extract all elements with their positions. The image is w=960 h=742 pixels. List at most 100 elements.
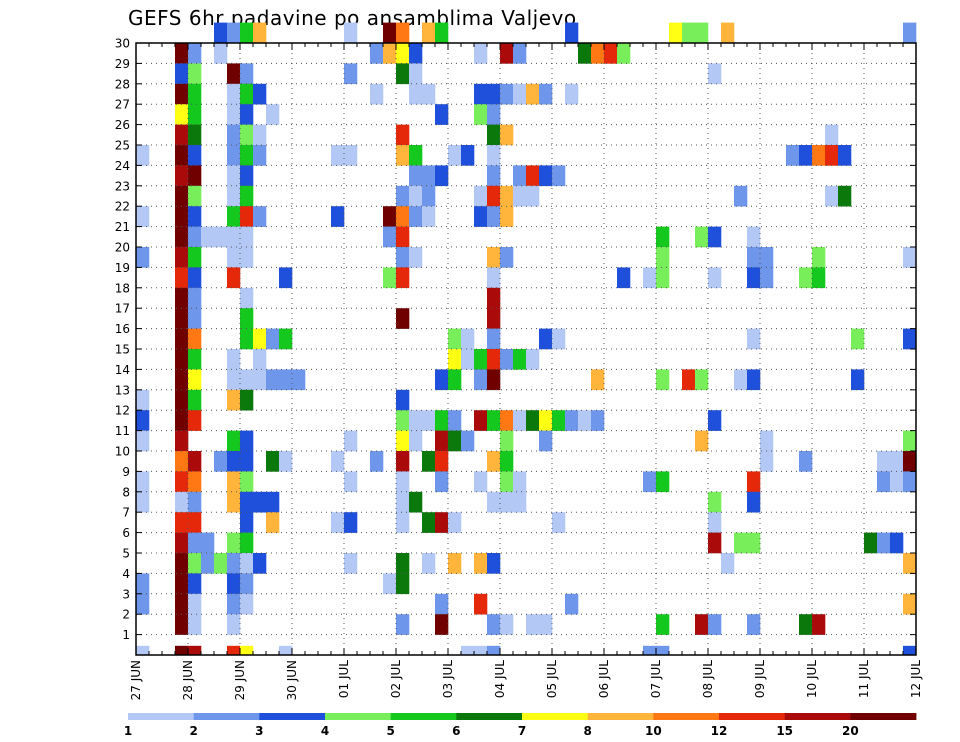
- heatmap-cell: [656, 645, 670, 656]
- heatmap-cell: [708, 491, 722, 513]
- heatmap-cell: [487, 83, 501, 105]
- heatmap-cell: [812, 247, 826, 268]
- heatmap-cell: [136, 573, 150, 595]
- heatmap-cell: [825, 145, 839, 166]
- heatmap-cell: [422, 512, 436, 533]
- heatmap-cell: [136, 410, 150, 431]
- heatmap-cell: [487, 308, 501, 329]
- y-tick-label: 21: [115, 220, 130, 234]
- heatmap-cell: [500, 471, 514, 493]
- heatmap-cell: [487, 349, 501, 370]
- heatmap-cell: [175, 206, 189, 227]
- x-tick-label: 08 JUL: [701, 660, 715, 698]
- heatmap-cell: [838, 145, 852, 166]
- heatmap-cell: [760, 451, 774, 472]
- heatmap-cell: [175, 185, 189, 207]
- heatmap-cell: [188, 287, 202, 309]
- y-tick-label: 2: [122, 608, 130, 622]
- heatmap-cell: [721, 553, 735, 574]
- heatmap-cell: [175, 63, 189, 85]
- heatmap-cell: [227, 206, 241, 227]
- heatmap-cell: [747, 328, 761, 350]
- heatmap-cell: [227, 491, 241, 513]
- y-tick-label: 18: [115, 281, 130, 295]
- heatmap-cell: [474, 410, 488, 431]
- heatmap-cell: [487, 491, 501, 513]
- heatmap-cell: [396, 226, 410, 248]
- heatmap-cell: [188, 553, 202, 574]
- heatmap-cell: [253, 349, 267, 370]
- heatmap-cell: [188, 349, 202, 370]
- heatmap-cell: [487, 328, 501, 350]
- heatmap-cell: [240, 247, 254, 268]
- y-tick-label: 3: [122, 587, 130, 601]
- heatmap-cell: [500, 491, 514, 513]
- heatmap-cell: [136, 593, 150, 615]
- heatmap-cell: [396, 308, 410, 329]
- legend-label: 15: [776, 724, 793, 738]
- y-tick-label: 7: [122, 506, 130, 520]
- x-axis-labels: 27 JUN 28 JUN 29 JUN 30 JUN 01 JUL 02 JUL 03 J…: [129, 660, 923, 701]
- heatmap-cell: [240, 593, 254, 615]
- heatmap-cell: [396, 206, 410, 227]
- heatmap-cell: [240, 471, 254, 493]
- y-tick-label: 9: [122, 465, 130, 479]
- heatmap-cell: [435, 512, 449, 533]
- heatmap-cell: [253, 206, 267, 227]
- heatmap-cell: [175, 471, 189, 493]
- heatmap-cell: [266, 369, 280, 391]
- heatmap-cell: [344, 512, 358, 533]
- y-tick-label: 19: [115, 261, 130, 275]
- heatmap-cell: [175, 328, 189, 350]
- legend-label: 4: [321, 724, 329, 738]
- heatmap-cell: [643, 471, 657, 493]
- heatmap-cell: [331, 512, 345, 533]
- heatmap-cell: [214, 451, 228, 472]
- heatmap-cell: [188, 83, 202, 105]
- heatmap-cell: [279, 328, 293, 350]
- legend-swatch: [850, 713, 917, 720]
- heatmap-cell: [734, 369, 748, 391]
- heatmap-cell: [214, 553, 228, 574]
- heatmap-cell: [877, 471, 891, 493]
- heatmap-cell: [422, 83, 436, 105]
- heatmap-cell: [188, 267, 202, 289]
- heatmap-cell: [656, 471, 670, 493]
- heatmap-cell: [136, 247, 150, 268]
- heatmap-cell: [708, 532, 722, 554]
- heatmap-cell: [188, 185, 202, 207]
- heatmap-cell: [500, 451, 514, 472]
- heatmap-cell: [461, 145, 475, 166]
- heatmap-cell: [500, 349, 514, 370]
- x-tick-label: 27 JUN: [129, 660, 143, 700]
- heatmap-cell: [175, 145, 189, 166]
- heatmap-cell: [500, 247, 514, 268]
- y-axis-labels: 1234567891011121314151617181920212223242…: [115, 37, 130, 643]
- heatmap-cell: [786, 145, 800, 166]
- heatmap-cell: [409, 145, 423, 166]
- legend-label: 12: [711, 724, 728, 738]
- heatmap-cell: [240, 328, 254, 350]
- heatmap-cell: [175, 83, 189, 105]
- heatmap-cell: [903, 247, 917, 268]
- y-tick-label: 8: [122, 485, 130, 499]
- heatmap-cell: [240, 206, 254, 227]
- heatmap-cell: [201, 226, 215, 248]
- heatmap-cell: [227, 83, 241, 105]
- heatmap-cell: [227, 145, 241, 166]
- heatmap-cell: [344, 430, 358, 452]
- heatmap-cell: [903, 553, 917, 574]
- heatmap-cell: [708, 614, 722, 635]
- heatmap-cell: [799, 451, 813, 472]
- heatmap-cell: [435, 471, 449, 493]
- heatmap-cell: [422, 206, 436, 227]
- heatmap-cell: [396, 389, 410, 411]
- heatmap-cell: [214, 226, 228, 248]
- heatmap-cell: [227, 63, 241, 85]
- heatmap-cell: [656, 369, 670, 391]
- heatmap-cell: [435, 104, 449, 125]
- heatmap-cell: [240, 308, 254, 329]
- legend-label: 1: [124, 724, 132, 738]
- heatmap-cell: [539, 165, 553, 187]
- color-legend: 1 2 3 4 5 6 7 8 10 12 15 20: [124, 713, 917, 738]
